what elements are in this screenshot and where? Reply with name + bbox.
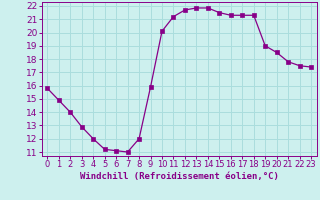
X-axis label: Windchill (Refroidissement éolien,°C): Windchill (Refroidissement éolien,°C): [80, 172, 279, 181]
